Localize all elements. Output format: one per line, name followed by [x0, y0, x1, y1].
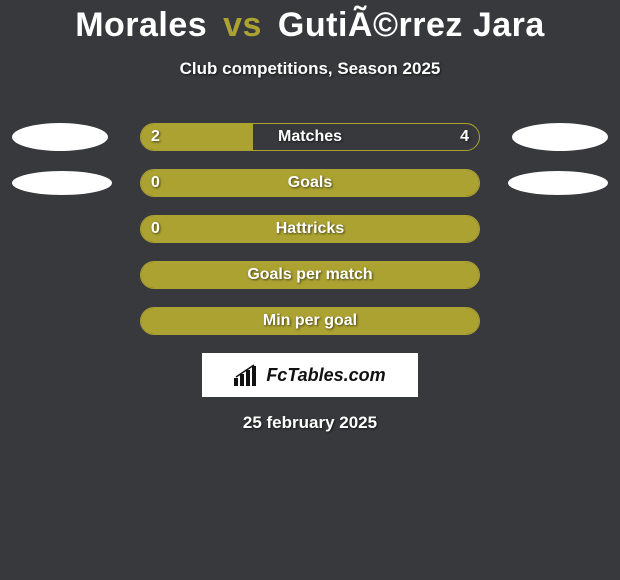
chart-bars-icon — [234, 364, 260, 386]
stat-label: Hattricks — [141, 216, 479, 242]
avatar — [12, 123, 108, 151]
stat-label: Min per goal — [141, 308, 479, 334]
footer-date: 25 february 2025 — [0, 413, 620, 433]
stat-row: Goals0 — [0, 169, 620, 197]
stat-row: Goals per match — [0, 261, 620, 289]
stat-bar: Min per goal — [140, 307, 480, 335]
avatar — [508, 171, 608, 195]
stat-bar: Hattricks0 — [140, 215, 480, 243]
stat-bar: Goals0 — [140, 169, 480, 197]
stat-bar: Goals per match — [140, 261, 480, 289]
stat-label: Matches — [141, 124, 479, 150]
title-player2: GutiÃ©rrez Jara — [278, 6, 545, 44]
stat-label: Goals per match — [141, 262, 479, 288]
title-player1: Morales — [75, 6, 207, 44]
stat-row: Hattricks0 — [0, 215, 620, 243]
stat-value-left: 0 — [151, 170, 160, 196]
stat-label: Goals — [141, 170, 479, 196]
page-title: Morales vs GutiÃ©rrez Jara — [0, 0, 620, 45]
comparison-card: Morales vs GutiÃ©rrez Jara Club competit… — [0, 0, 620, 580]
stat-bar: Matches2 4 — [140, 123, 480, 151]
brand-box[interactable]: FcTables.com — [202, 353, 418, 397]
stat-value-left: 0 — [151, 216, 160, 242]
stat-row: Min per goal — [0, 307, 620, 335]
avatar — [12, 171, 112, 195]
stat-rows: Matches24Goals0Hattricks0Goals per match… — [0, 123, 620, 335]
avatar — [512, 123, 608, 151]
subtitle: Club competitions, Season 2025 — [0, 59, 620, 79]
stat-value-left: 2 — [151, 124, 160, 150]
title-vs: vs — [223, 6, 262, 44]
stat-row: Matches2 4 — [0, 123, 620, 151]
stat-value-right: 4 — [460, 124, 469, 150]
brand-text: FcTables.com — [266, 365, 385, 386]
